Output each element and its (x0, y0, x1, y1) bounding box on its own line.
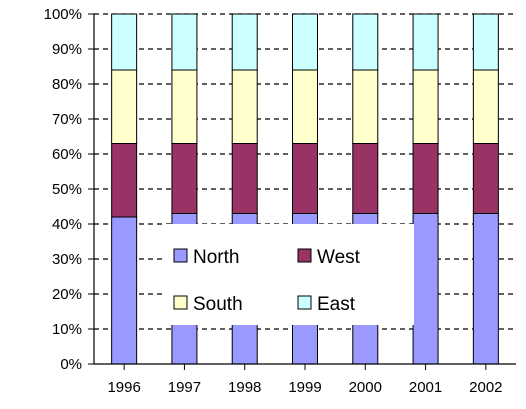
y-tick-label: 100% (44, 6, 82, 23)
bar-segment-east (472, 13, 499, 71)
bar-segment-south (292, 69, 318, 144)
y-tick-label: 70% (52, 111, 82, 128)
bar-segment-west (231, 143, 258, 214)
bar-segment-south (111, 69, 138, 144)
legend-swatch-south (173, 295, 188, 310)
bar-segment-east (231, 13, 258, 71)
bar-segment-east (171, 13, 198, 71)
legend-swatch-west (297, 248, 312, 263)
legend-swatch-east (297, 295, 312, 310)
bar-segment-south (171, 69, 198, 144)
legend-label-west: West (317, 247, 361, 268)
bar-segment-east (292, 13, 318, 71)
x-tick-label: 1998 (228, 379, 261, 396)
bar-segment-north (111, 216, 138, 365)
y-tick-labels: 0% 10% 20% 30% 40% 50% 60% 70% 80% 90% 100% (44, 6, 82, 373)
y-tick-label: 40% (52, 216, 82, 233)
bar-segment-west (352, 143, 379, 214)
y-tick-label: 20% (52, 286, 82, 303)
y-tick-label: 50% (52, 181, 82, 198)
legend-label-south: South (193, 294, 243, 315)
bar-segment-west (412, 143, 439, 214)
bar-segment-south (412, 69, 439, 144)
bar-segment-west (111, 143, 138, 218)
legend-label-east: East (317, 294, 356, 315)
bar-segment-east (352, 13, 379, 71)
bar-segment-east (412, 13, 439, 71)
bar-segment-west (472, 143, 499, 214)
y-tick-label: 0% (60, 356, 82, 373)
legend-box (164, 224, 414, 325)
bar-segment-south (472, 69, 499, 144)
x-tick-label: 2001 (409, 379, 442, 396)
axes (88, 13, 516, 370)
x-tick-label: 1996 (107, 379, 140, 396)
y-tick-label: 80% (52, 76, 82, 93)
y-tick-label: 30% (52, 251, 82, 268)
bar-segment-west (171, 143, 198, 214)
x-tick-label: 1999 (288, 379, 321, 396)
bar-segment-east (111, 13, 138, 71)
bar-segment-west (292, 143, 318, 214)
x-tick-labels: 1996 1997 1998 1999 2000 2001 2002 (107, 379, 502, 396)
legend-swatch-north (173, 248, 188, 263)
x-tick-label: 1997 (168, 379, 201, 396)
bar-segment-north (472, 213, 499, 365)
legend: North West South East (164, 224, 414, 325)
x-tick-label: 2002 (469, 379, 502, 396)
bar-segment-south (352, 69, 379, 144)
y-tick-label: 90% (52, 41, 82, 58)
x-tick-label: 2000 (349, 379, 382, 396)
bar-segment-north (412, 213, 439, 365)
y-tick-label: 10% (52, 321, 82, 338)
y-tick-label: 60% (52, 146, 82, 163)
legend-label-north: North (193, 247, 239, 268)
bar-segment-south (231, 69, 258, 144)
